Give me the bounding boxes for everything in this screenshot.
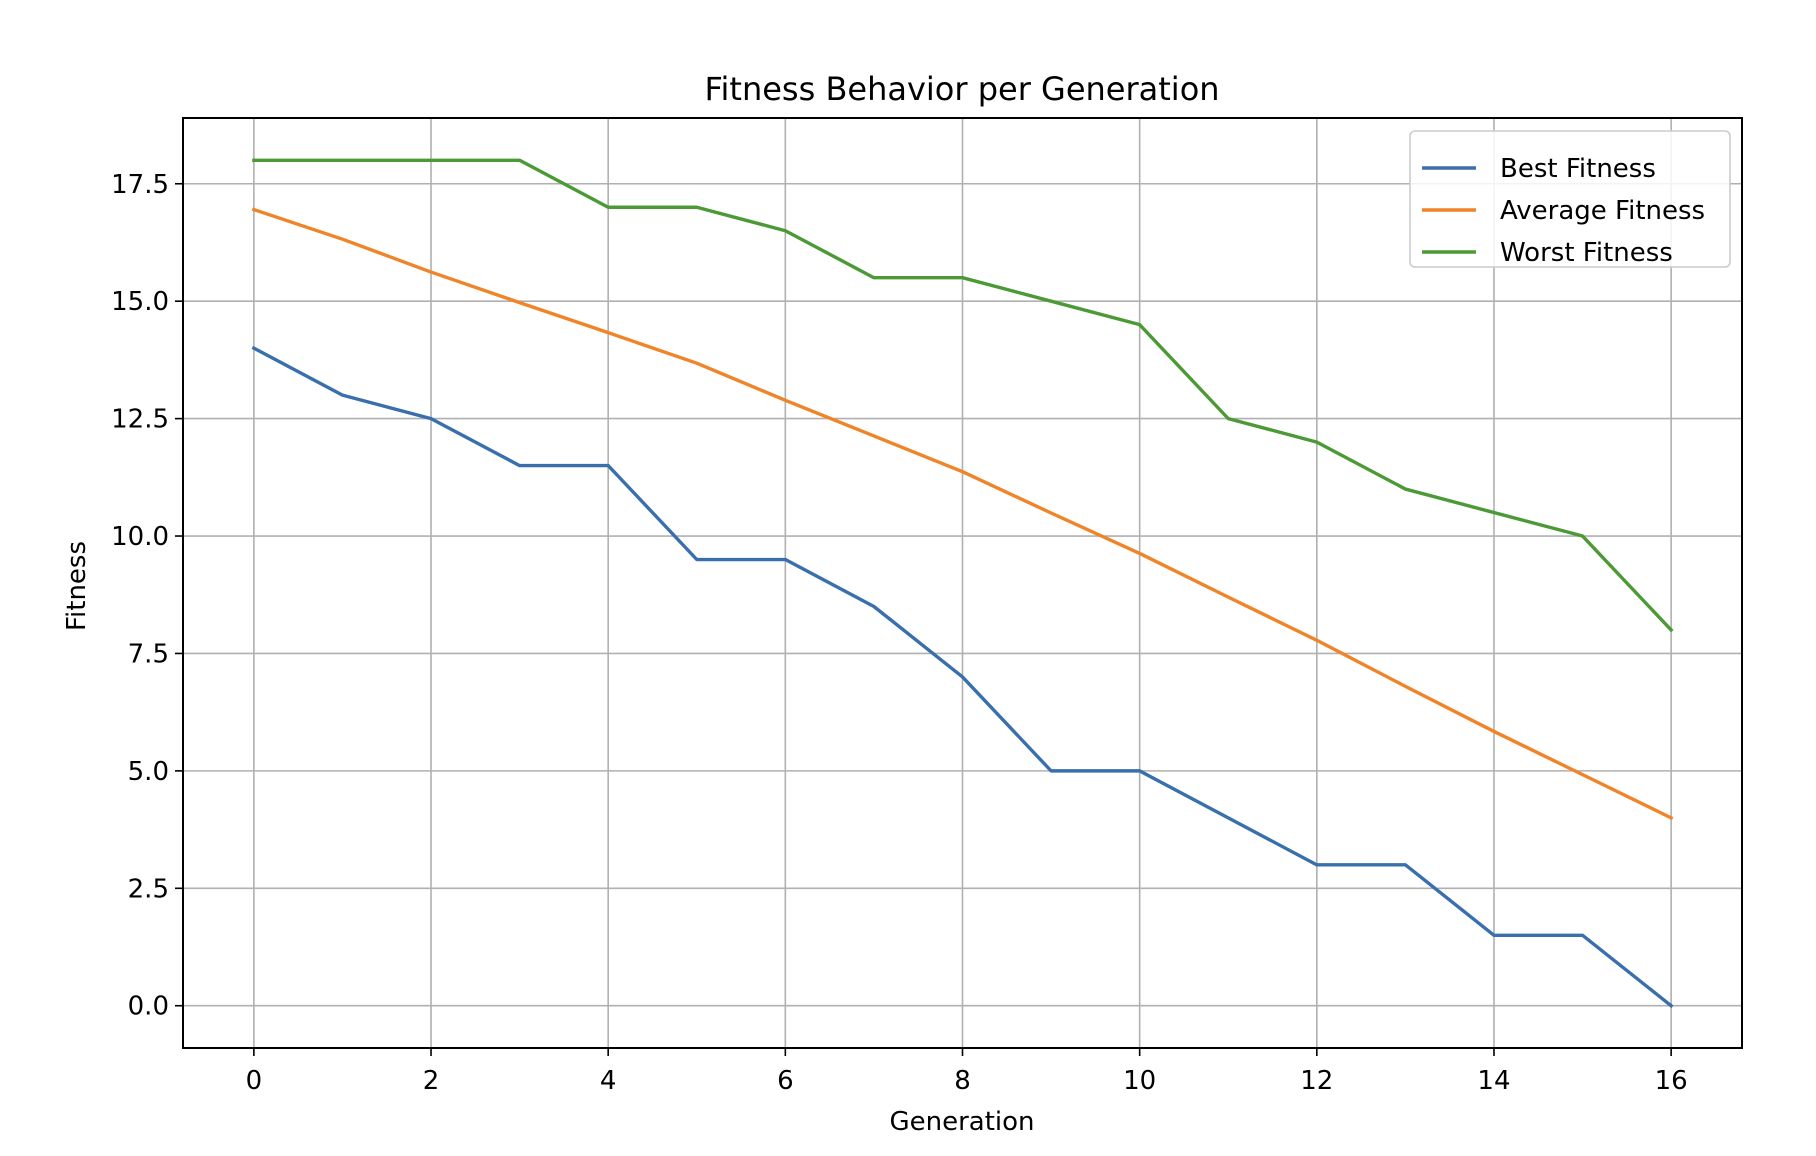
legend-label-worst-fitness: Worst Fitness <box>1500 238 1673 268</box>
x-tick-label: 12 <box>1300 1066 1333 1096</box>
x-tick-label: 6 <box>777 1066 794 1096</box>
y-tick-label: 7.5 <box>128 639 169 669</box>
worst-fitness-line <box>252 158 1674 633</box>
x-tick-label: 14 <box>1477 1066 1510 1096</box>
x-tick-label: 2 <box>423 1066 440 1096</box>
legend-box <box>1409 130 1731 268</box>
y-tick-label: 10.0 <box>111 522 169 552</box>
x-tick-label: 10 <box>1123 1066 1156 1096</box>
y-tick-label: 5.0 <box>128 757 169 787</box>
x-tick-label: 0 <box>246 1066 263 1096</box>
grid-lines <box>183 118 1742 1048</box>
average-fitness-line <box>251 207 1674 821</box>
chart-title: Fitness Behavior per Generation <box>704 70 1219 108</box>
legend: Best Fitness Average Fitness Worst Fitness <box>1409 130 1731 268</box>
x-tick-label: 16 <box>1655 1066 1688 1096</box>
y-tick-label: 0.0 <box>128 992 169 1022</box>
x-tick-label: 8 <box>954 1066 971 1096</box>
best-fitness-line <box>251 345 1674 1009</box>
y-tick-label: 2.5 <box>128 874 169 904</box>
y-tick-label: 15.0 <box>111 287 169 317</box>
y-tick-label: 17.5 <box>111 170 169 200</box>
y-axis-label: Fitness <box>62 541 92 631</box>
legend-label-best-fitness: Best Fitness <box>1500 154 1656 184</box>
y-tick-label: 12.5 <box>111 405 169 435</box>
x-tick-label: 4 <box>600 1066 617 1096</box>
x-axis-label: Generation <box>889 1107 1034 1137</box>
legend-label-average-fitness: Average Fitness <box>1500 196 1705 226</box>
data-series <box>251 158 1674 1009</box>
y-axis-ticks: 0.0 2.5 5.0 7.5 10.0 12.5 15.0 17.5 <box>111 170 183 1022</box>
x-axis-ticks: 0 2 4 6 8 10 12 14 16 <box>246 1048 1688 1096</box>
